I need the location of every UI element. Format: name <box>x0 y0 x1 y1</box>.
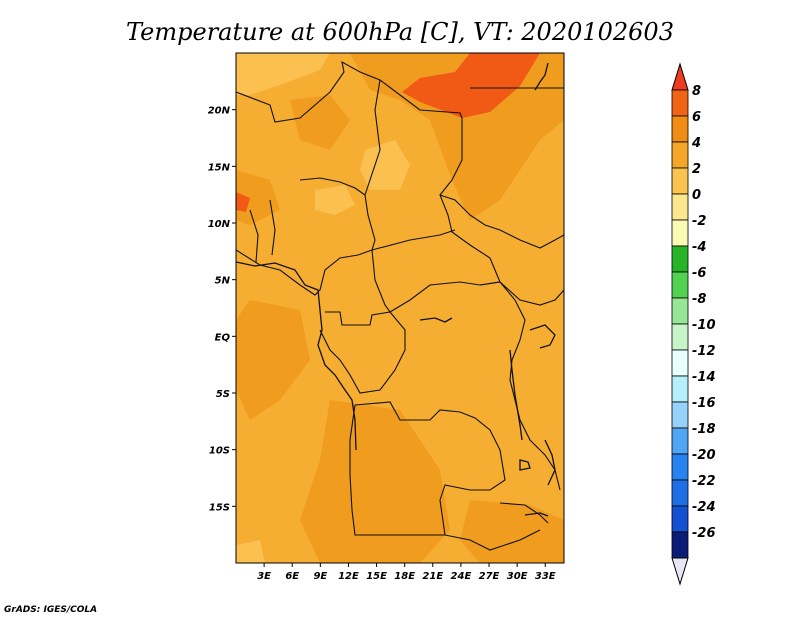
country-border-central <box>236 229 456 296</box>
lon-tick-label: 15E <box>366 571 387 582</box>
colorbar-level-label: 6 <box>692 110 701 125</box>
colorbar-level-label: -2 <box>692 214 706 229</box>
colorbar-swatch <box>671 401 689 429</box>
lon-tick-label: 18E <box>394 571 415 582</box>
colorbar-swatch <box>671 479 689 507</box>
longitude-axis: 3E 6E 9E 12E 15E 18E 21E 24E 27E 30E 33E <box>257 563 556 582</box>
lat-tick-label: 15N <box>208 162 231 173</box>
lat-tick-label: 5N <box>215 276 231 287</box>
temperature-zone-cool-chad <box>360 140 410 190</box>
colorbar-level-label: -16 <box>692 396 716 411</box>
country-border-sudan <box>439 194 564 249</box>
lon-tick-label: 9E <box>313 571 327 582</box>
colorbar-swatch <box>671 141 689 169</box>
lake-marker-1 <box>419 317 453 323</box>
temperature-zone-cool-southwest <box>236 540 265 563</box>
colorbar-level-label: -8 <box>692 292 706 307</box>
lake-tanganyika <box>509 349 523 441</box>
colorbar-swatch <box>671 271 689 299</box>
lake-mweru <box>519 459 531 471</box>
colorbar-level-label: -20 <box>692 448 716 463</box>
country-border-nigeria-niger <box>299 177 366 196</box>
colorbar-level-label: 2 <box>692 162 701 177</box>
lon-tick-label: 12E <box>338 571 359 582</box>
country-border-zambia <box>499 502 549 524</box>
temperature-zone-4-south <box>300 400 450 563</box>
colorbar-swatch <box>671 219 689 247</box>
temperature-zone-cool-northwest <box>236 53 330 95</box>
country-border-great-lakes <box>479 281 526 381</box>
colorbar-swatch <box>671 375 689 403</box>
coastline-red-sea <box>534 62 549 91</box>
temperature-zone-6-west <box>236 192 250 212</box>
lon-tick-label: 27E <box>479 571 500 582</box>
temperature-zone-4-west <box>236 170 280 225</box>
colorbar-swatch <box>671 297 689 325</box>
colorbar-level-label: 8 <box>692 84 701 99</box>
colorbar-swatch <box>671 245 689 273</box>
colorbar-swatch <box>671 427 689 455</box>
colorbar-swatch <box>671 349 689 377</box>
colorbar-swatch <box>671 453 689 481</box>
colorbar-swatch <box>671 115 689 143</box>
coastline-west <box>236 261 357 451</box>
country-border-congo <box>319 311 406 394</box>
temperature-zone-4-southeast <box>460 500 564 563</box>
country-border-angola <box>349 404 541 551</box>
colorbar-level-label: 0 <box>692 188 701 203</box>
colorbar-swatch <box>671 167 689 195</box>
map-title: Temperature at 600hPa [C], VT: 202010260… <box>126 18 674 46</box>
temperature-zone-4-gulf <box>236 300 310 420</box>
lake-victoria <box>529 324 556 349</box>
temperature-zone-4-sahel <box>290 95 350 150</box>
lon-tick-label: 33E <box>535 571 556 582</box>
lat-tick-label: EQ <box>215 332 231 343</box>
lake-malawi <box>544 439 556 486</box>
country-border-car <box>371 249 501 313</box>
colorbar-swatch <box>671 193 689 221</box>
colorbar-swatch <box>671 323 689 351</box>
colorbar-level-label: 4 <box>691 136 701 151</box>
lat-tick-label: 5S <box>216 389 230 400</box>
map-frame <box>235 52 565 564</box>
lat-tick-label: 20N <box>208 106 231 117</box>
colorbar-level-label: -12 <box>692 344 716 359</box>
lon-tick-label: 30E <box>507 571 528 582</box>
country-border-west-1 <box>269 199 276 256</box>
colorbar-swatch <box>671 89 689 117</box>
colorbar-min-arrow <box>671 557 689 586</box>
map-area <box>236 53 564 563</box>
lon-tick-label: 6E <box>285 571 299 582</box>
country-border-chad-west <box>364 79 381 251</box>
lat-tick-label: 10N <box>208 219 231 230</box>
colorbar-level-label: -22 <box>692 474 716 489</box>
colorbar-swatch <box>671 531 689 559</box>
colorbar-level-label: -26 <box>692 526 716 541</box>
lon-tick-label: 3E <box>257 571 271 582</box>
temperature-zone-cool-niger <box>315 185 355 215</box>
colorbar-legend: 8 6 4 2 0 -2 -4 -6 -8 -10 -12 -14 -16 -18 -20 -22 -24 -26 <box>671 62 716 586</box>
country-border-drc-south <box>354 401 506 536</box>
colorbar-max-arrow <box>671 62 689 91</box>
colorbar-level-label: -18 <box>692 422 716 437</box>
country-border-west-2 <box>249 209 259 263</box>
lon-tick-label: 21E <box>422 571 443 582</box>
colorbar-level-label: -24 <box>692 500 716 515</box>
grads-credit: GrADS: IGES/COLA <box>4 605 97 615</box>
lon-tick-label: 24E <box>451 571 472 582</box>
temperature-zone-6-northeast <box>402 53 540 118</box>
lat-tick-label: 15S <box>209 502 230 513</box>
lat-tick-label: 10S <box>209 446 230 457</box>
lake-kariba <box>524 512 549 517</box>
latitude-axis: 20N 15N 10N 5N EQ 5S 10S 15S <box>208 106 236 513</box>
colorbar-swatch <box>671 505 689 533</box>
colorbar-level-label: -14 <box>692 370 716 385</box>
colorbar-level-label: -10 <box>692 318 716 333</box>
colorbar-level-label: -6 <box>692 266 706 281</box>
colorbar-level-label: -4 <box>692 240 706 255</box>
